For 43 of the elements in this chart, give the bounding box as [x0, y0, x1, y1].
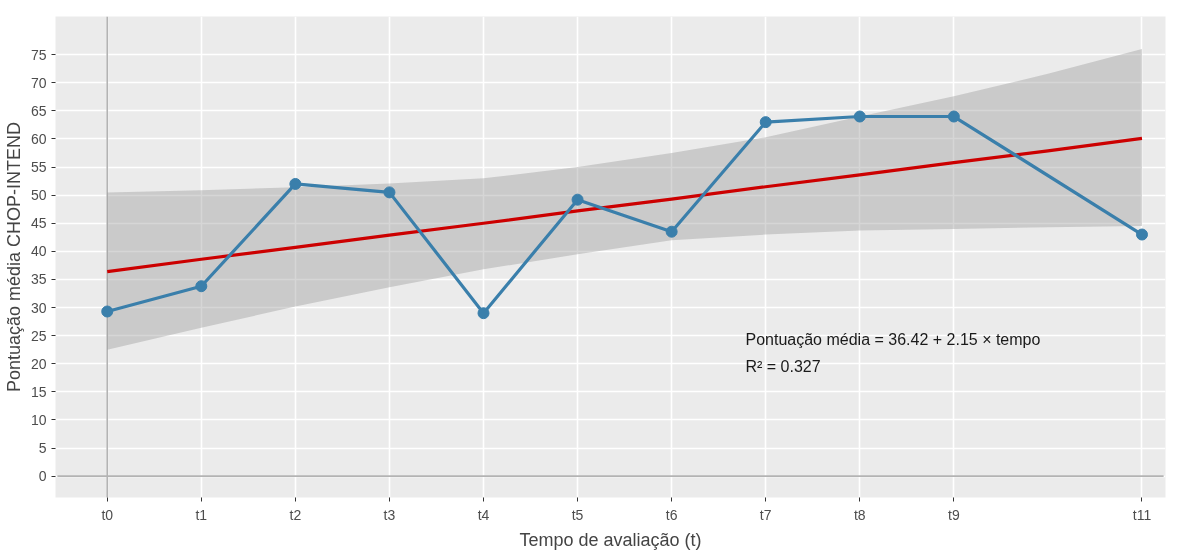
point	[477, 307, 490, 320]
x-axis-title: Tempo de avaliação (t)	[519, 529, 702, 550]
y-tick-label: 65	[30, 102, 47, 119]
y-tick-label: 50	[30, 187, 47, 204]
x-tick-label: t7	[759, 506, 772, 523]
x-tick-label: t11	[1132, 506, 1152, 523]
line-series	[105, 136, 1144, 274]
y-tick-label: 30	[30, 299, 47, 316]
y-tick-label: 0	[38, 468, 47, 485]
point	[571, 193, 584, 206]
point	[195, 280, 208, 293]
y-axis-title: Pontuação média CHOP-INTEND	[3, 121, 24, 393]
annotation: Pontuação média = 36.42 + 2.15 × tempo	[745, 330, 1041, 348]
annotation: R² = 0.327	[745, 357, 821, 375]
y-tick-label: 35	[30, 271, 47, 288]
x-tick-label: t4	[477, 506, 490, 523]
point	[1135, 228, 1148, 241]
x-tick-label: t0	[101, 506, 114, 523]
point	[289, 177, 302, 190]
point	[665, 225, 678, 238]
y-tick-label: 55	[30, 159, 47, 176]
y-tick-label: 25	[30, 327, 47, 344]
y-tick-label: 10	[30, 411, 47, 428]
x-tick-label: t2	[289, 506, 302, 523]
x-tick-label: t9	[948, 506, 960, 523]
x-tick-label: t5	[571, 506, 584, 523]
x-tick-label: t6	[665, 506, 678, 523]
point	[101, 305, 114, 318]
y-tick-label: 45	[30, 215, 47, 232]
y-tick-label: 70	[30, 74, 47, 91]
point	[947, 110, 960, 123]
x-tick-label: t8	[853, 506, 866, 523]
point	[383, 186, 396, 199]
point	[759, 116, 772, 129]
y-tick-label: 40	[30, 243, 47, 260]
y-tick-label: 60	[30, 131, 47, 147]
x-tick-label: t1	[195, 506, 208, 523]
x-tick-label: t3	[383, 506, 396, 523]
point	[853, 110, 866, 123]
y-tick-label: 5	[38, 440, 47, 457]
y-tick-label: 75	[30, 46, 47, 63]
y-tick-label: 20	[30, 355, 47, 372]
y-tick-label: 15	[30, 383, 47, 400]
